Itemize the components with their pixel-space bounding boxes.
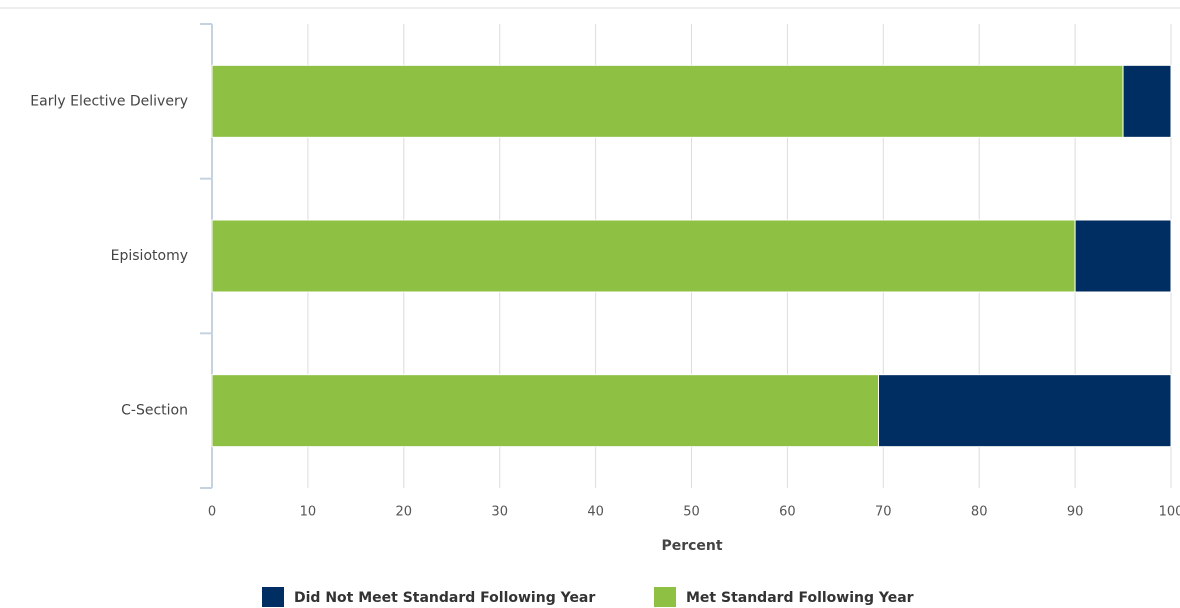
x-tick-label: 90 [1067, 505, 1084, 520]
legend-swatch [262, 587, 284, 607]
bar-segment [1074, 219, 1172, 293]
legend-swatch [654, 587, 676, 607]
x-tick-label: 100 [1159, 505, 1180, 520]
bar-segment [1122, 64, 1172, 138]
category-label: Episiotomy [111, 248, 188, 264]
bar-segment [211, 64, 1124, 138]
bar-segment [211, 374, 880, 448]
x-tick-label: 30 [491, 505, 508, 520]
bar-segment [211, 219, 1076, 293]
category-label: Early Elective Delivery [30, 93, 188, 109]
x-tick-label: 0 [208, 505, 216, 520]
x-tick-label: 20 [396, 505, 413, 520]
x-tick-label: 40 [587, 505, 604, 520]
x-tick-label: 70 [875, 505, 892, 520]
x-tick-label: 80 [971, 505, 988, 520]
bar-segment [878, 374, 1172, 448]
legend-label: Did Not Meet Standard Following Year [294, 590, 595, 606]
x-tick-label: 10 [300, 505, 317, 520]
category-label: C-Section [121, 403, 188, 419]
x-tick-label: 60 [779, 505, 796, 520]
x-axis-title: Percent [661, 538, 722, 554]
legend-label: Met Standard Following Year [686, 590, 914, 606]
x-tick-label: 50 [683, 505, 700, 520]
